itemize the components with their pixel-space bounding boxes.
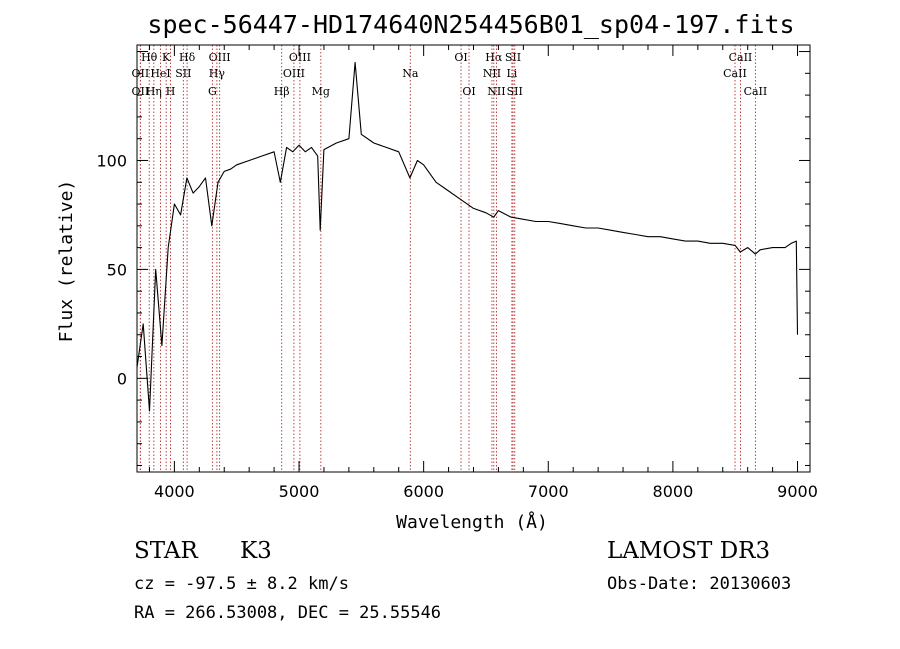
line-label-11: G xyxy=(208,85,217,98)
line-label-12: Hβ xyxy=(274,85,290,98)
y-tick-label-0: 0 xyxy=(117,369,127,388)
line-label-5: Hη xyxy=(146,85,162,98)
line-label-24: SII xyxy=(507,85,523,98)
line-label-2: OII xyxy=(132,85,150,98)
line-label-3: K xyxy=(162,51,171,64)
line-label-21: NII xyxy=(487,85,505,98)
line-label-22: SII xyxy=(505,51,521,64)
subclass: K3 xyxy=(240,538,272,564)
x-tick-label-4: 8000 xyxy=(653,482,694,501)
velocity: cz = -97.5 ± 8.2 km/s xyxy=(134,574,349,594)
x-tick-label-0: 4000 xyxy=(154,482,195,501)
x-tick-label-3: 7000 xyxy=(528,482,569,501)
y-tick-label-1: 50 xyxy=(107,260,127,279)
line-label-0: Hθ xyxy=(141,51,158,64)
x-tick-label-2: 6000 xyxy=(403,482,444,501)
object-class: STAR xyxy=(134,538,198,564)
x-tick-label-1: 5000 xyxy=(279,482,320,501)
series-layer xyxy=(136,61,799,412)
line-label-16: Na xyxy=(402,67,419,80)
x-axis-label: Wavelength (Å) xyxy=(396,511,548,533)
line-label-10: Hγ xyxy=(209,67,226,80)
line-label-14: OIII xyxy=(283,67,305,80)
line-label-8: SII xyxy=(175,67,191,80)
line-label-7: Hδ xyxy=(179,51,196,64)
line-label-17: OI xyxy=(454,51,467,64)
line-label-25: CaII xyxy=(729,51,753,64)
plot-frame xyxy=(136,44,811,473)
survey-name: LAMOST DR3 xyxy=(607,538,771,564)
line-label-15: Mg xyxy=(312,85,330,98)
line-label-27: CaII xyxy=(744,85,768,98)
coordinates: RA = 266.53008, DEC = 25.55546 xyxy=(134,603,442,623)
chart-title: spec-56447-HD174640N254456B01_sp04-197.f… xyxy=(147,10,794,39)
axes-layer: 4000 5000 6000 7000 8000 9000 0 50 100 xyxy=(96,44,818,501)
series-line-0 xyxy=(136,61,799,412)
x-tick-label-5: 9000 xyxy=(777,482,818,501)
line-label-26: CaII xyxy=(723,67,747,80)
y-tick-label-2: 100 xyxy=(96,151,127,170)
line-label-23: Li xyxy=(506,67,517,80)
line-label-18: OI xyxy=(462,85,475,98)
line-label-20: NII xyxy=(483,67,501,80)
line-label-9: OIII xyxy=(209,51,231,64)
line-label-19: Hα xyxy=(485,51,503,64)
obs-date: Obs-Date: 20130603 xyxy=(607,574,792,594)
line-label-13: OIII xyxy=(289,51,311,64)
line-label-6: H xyxy=(166,85,176,98)
y-axis-label: Flux (relative) xyxy=(56,180,77,343)
line-label-4: HeI xyxy=(150,67,170,80)
